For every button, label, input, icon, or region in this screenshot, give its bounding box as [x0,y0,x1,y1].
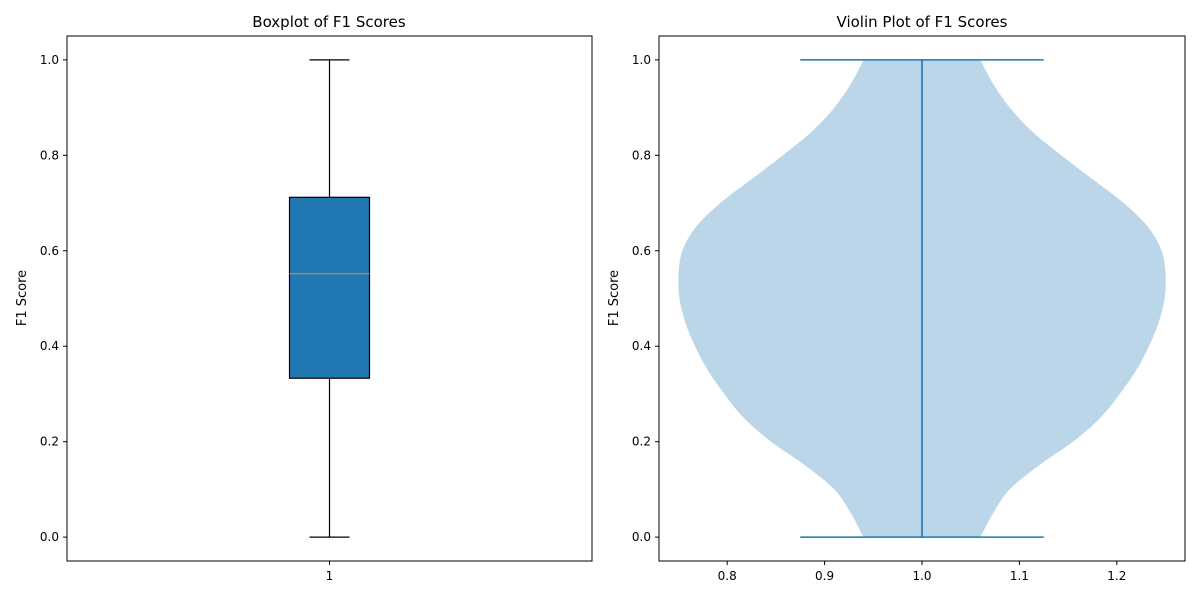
boxplot-panel: Boxplot of F1 Scores F1 Score 0.00.20.40… [15,13,593,583]
y-tick-label: 0.4 [632,339,651,353]
y-tick-label: 0.6 [632,244,651,258]
x-tick-label: 1.0 [912,569,931,583]
boxplot-ticks: 0.0 0.2 0.4 0.6 0.8 1.0 1 [40,53,333,583]
x-tick-label: 1.2 [1107,569,1126,583]
boxplot-plot-frame [66,35,593,562]
y-tick-label: 0.4 [40,339,59,353]
box-iqr [288,196,371,379]
x-tick-label: 0.8 [718,569,737,583]
violin-marks [678,59,1166,538]
y-tick-label: 0.6 [40,244,59,258]
violin-panel: Violin Plot of F1 Scores F1 Score 0.0 0.2… [607,13,1186,583]
y-tick-label: 0.8 [40,148,59,162]
boxplot-title: Boxplot of F1 Scores [252,13,406,31]
violin-y-axis-label: F1 Score [607,270,622,326]
violin-plot-frame [658,35,1186,562]
boxplot-y-axis-label: F1 Score [15,270,30,326]
y-tick-label: 0.2 [40,435,59,449]
x-tick-label: 1.1 [1010,569,1029,583]
y-tick-label: 0.8 [632,148,651,162]
y-tick-label: 1.0 [40,53,59,67]
y-tick-label: 0.0 [40,530,59,544]
x-tick-label: 1 [326,569,334,583]
y-tick-label: 0.0 [632,530,651,544]
violin-ticks: 0.0 0.2 0.4 0.6 0.8 1.0 0.8 0.9 1.0 1.1 1.2 [632,53,1126,583]
violin-title: Violin Plot of F1 Scores [837,13,1008,31]
y-tick-label: 1.0 [632,53,651,67]
x-tick-label: 0.9 [815,569,834,583]
boxplot-marks [288,59,371,538]
y-tick-label: 0.2 [632,435,651,449]
